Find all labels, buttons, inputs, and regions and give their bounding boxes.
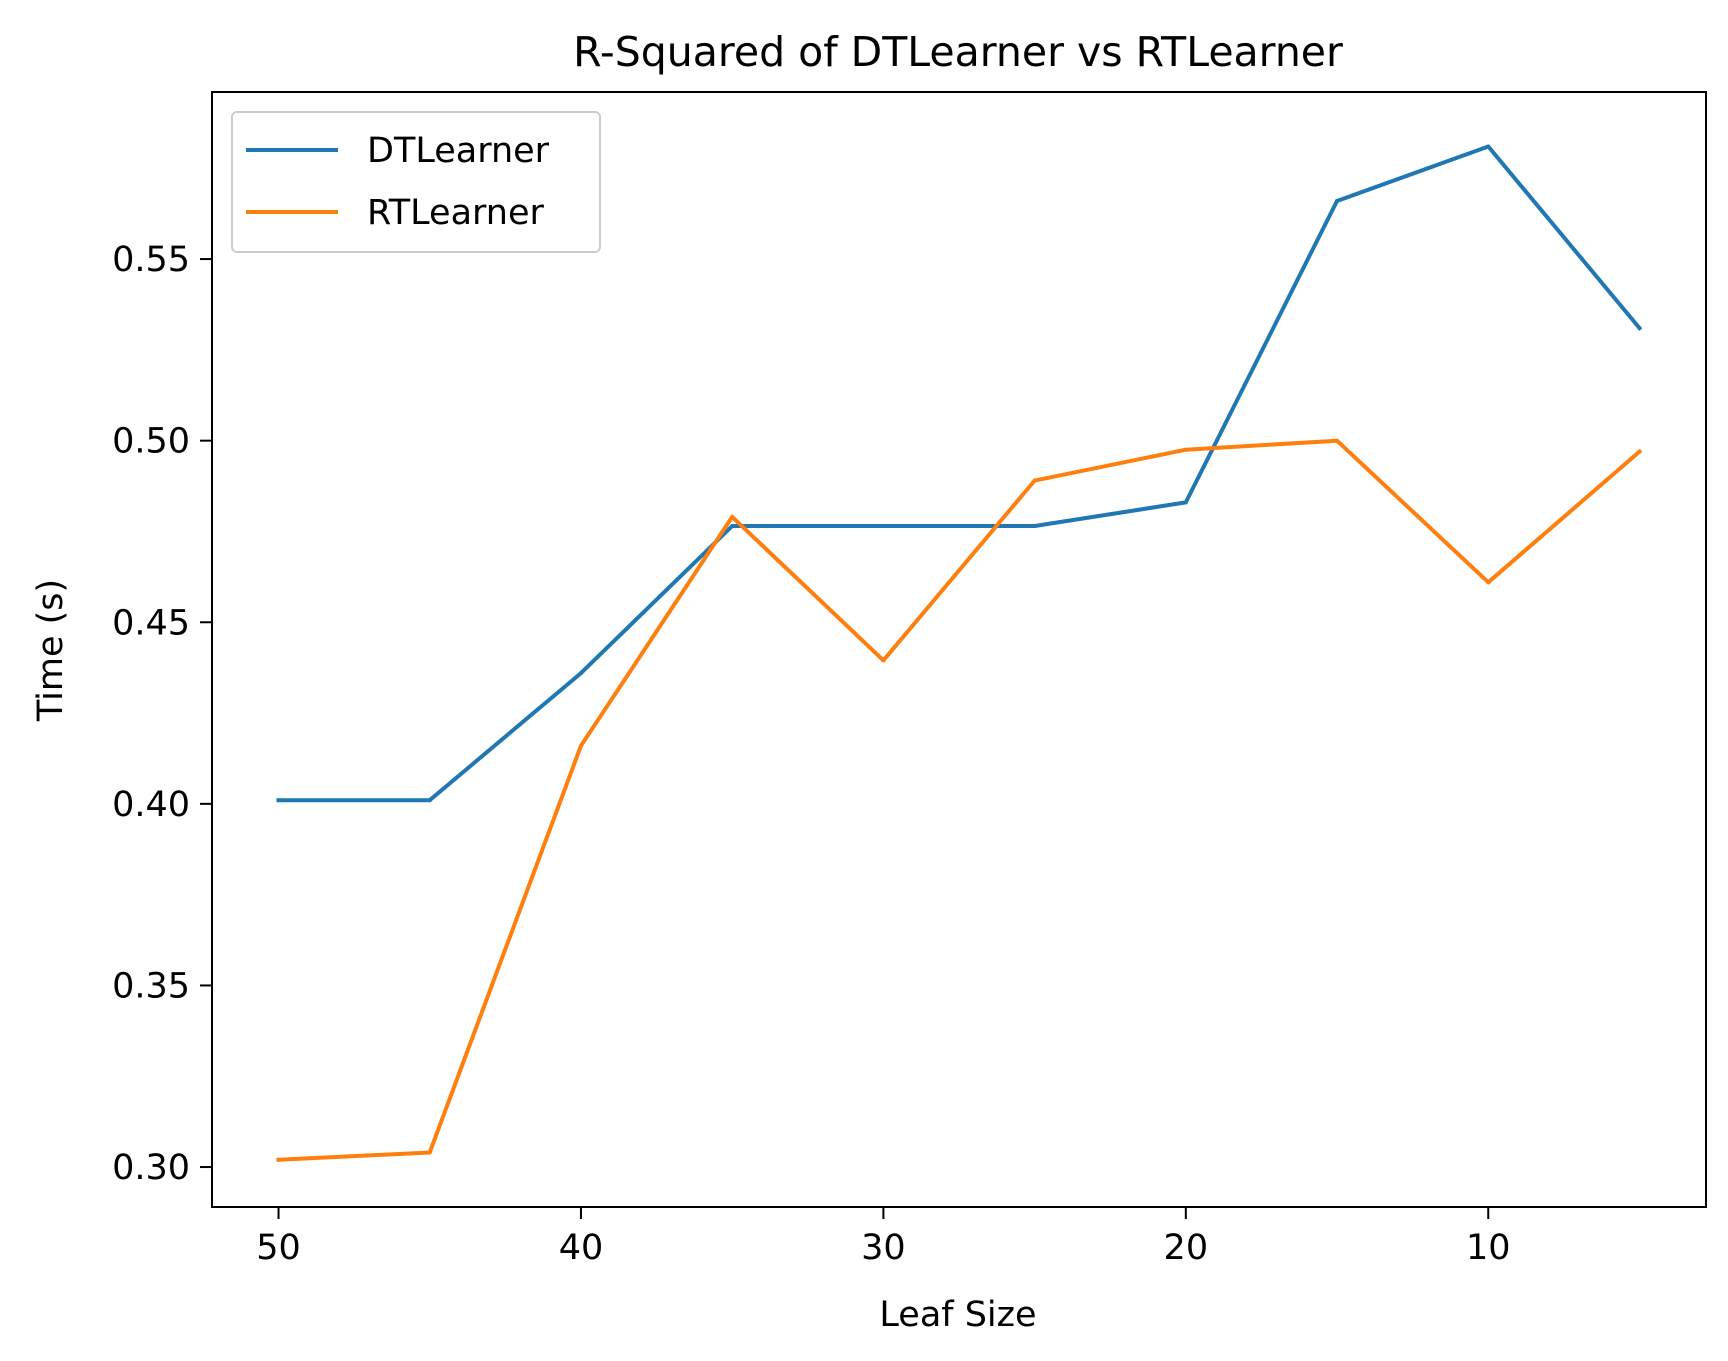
series-layer [276,144,1643,1162]
data-point-dtlearner [1183,500,1188,505]
legend: DTLearner RTLearner [231,111,601,253]
data-point-rtlearner [579,743,583,748]
data-point-rtlearner [276,1157,281,1162]
data-point-rtlearner [1183,447,1188,452]
plot-area [212,92,1706,1207]
chart-title: R-Squared of DTLearner vs RTLearner [573,28,1343,76]
data-point-rtlearner [881,658,886,663]
data-point-dtlearner [1032,524,1037,528]
plot-frame [211,91,1707,1208]
data-point-dtlearner [427,798,432,803]
legend-label-rtlearner: RTLearner [367,193,545,233]
legend-label-dtlearner: DTLearner [367,131,550,171]
data-point-dtlearner [1486,144,1491,149]
data-point-dtlearner [1637,326,1642,331]
series-line-rtlearner [276,438,1643,1162]
x-tick-label: 30 [861,1228,906,1268]
data-point-dtlearner [276,798,281,803]
y-tick-label: 0.50 [112,422,190,462]
y-tick-label: 0.30 [112,1148,190,1188]
data-point-dtlearner [579,671,583,676]
x-axis: 50 40 30 20 10 [256,1207,1511,1268]
series-line-dtlearner [276,144,1643,803]
data-point-rtlearner [1335,438,1339,443]
data-point-dtlearner [730,524,735,528]
y-tick-label: 0.40 [112,785,190,825]
y-tick-label: 0.35 [112,966,190,1006]
y-tick-label: 0.45 [112,603,190,643]
x-tick-label: 40 [559,1228,604,1268]
data-point-rtlearner [1486,580,1491,585]
y-axis-label: Time (s) [31,579,71,722]
data-point-rtlearner [730,514,735,519]
data-point-rtlearner [1637,449,1642,454]
y-axis: 0.30 0.35 0.40 0.45 0.50 0.55 [112,240,212,1188]
legend-box [231,111,601,253]
data-point-rtlearner [427,1150,432,1155]
data-point-dtlearner [1335,199,1339,203]
data-point-dtlearner [881,524,886,528]
x-tick-label: 20 [1164,1228,1209,1268]
x-tick-label: 10 [1466,1228,1511,1268]
x-axis-label: Leaf Size [879,1295,1036,1335]
data-point-rtlearner [1032,478,1037,483]
y-tick-label: 0.55 [112,240,190,280]
x-tick-label: 50 [256,1228,301,1268]
